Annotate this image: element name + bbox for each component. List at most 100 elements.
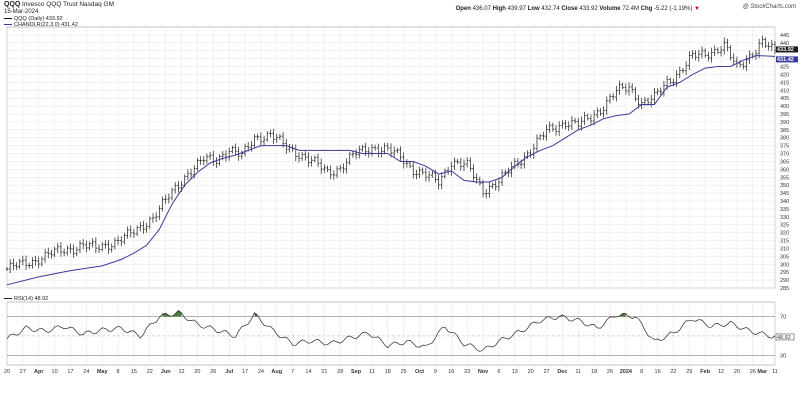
price-y-tick-label: 295	[780, 270, 789, 276]
ohlc-bar	[599, 108, 602, 117]
ohlc-bar	[745, 55, 748, 71]
ohlc-bar	[78, 240, 82, 254]
ohlc-bar	[224, 150, 228, 162]
x-tick-label: Nov	[478, 369, 489, 375]
high-label: High	[492, 6, 506, 12]
price-y-tick-label: 355	[780, 175, 789, 181]
ohlc-bar	[624, 83, 628, 95]
x-tick-label: 26	[607, 369, 613, 375]
ohlc-bar	[132, 228, 136, 239]
ohlc-bar	[208, 152, 212, 160]
ohlc-bar	[649, 94, 653, 108]
volume-value: 72.4M	[622, 6, 639, 12]
ohlc-bar	[497, 177, 501, 192]
ohlc-bar	[135, 225, 139, 237]
ohlc-bar	[272, 128, 275, 144]
ohlc-bar	[764, 37, 767, 49]
ohlc-bar	[275, 133, 279, 143]
x-tick-label: 9	[434, 369, 437, 375]
rsi-overbought-fill	[162, 310, 182, 317]
ohlc-bar	[62, 248, 66, 257]
x-tick-label: 2024	[620, 369, 633, 375]
x-tick-label: Sep	[351, 369, 362, 375]
x-tick-label: 22	[147, 369, 153, 375]
volume-label: Volume	[599, 6, 621, 12]
ohlc-bar	[354, 149, 358, 160]
ohlc-bar	[408, 160, 412, 169]
x-tick-label: 25	[401, 369, 407, 375]
ohlc-bar	[684, 61, 688, 76]
ohlc-bar	[697, 49, 701, 62]
ohlc-bar	[427, 170, 431, 182]
ohlc-bar	[5, 267, 9, 271]
ohlc-bar	[443, 168, 447, 179]
ohlc-bar	[383, 142, 386, 155]
last-price-label: 433.92	[777, 47, 794, 53]
ohlc-bar	[100, 242, 104, 252]
ohlc-bar	[319, 158, 323, 174]
ohlc-bar	[522, 152, 526, 169]
ohlc-bar	[202, 155, 206, 166]
ohlc-bar	[304, 151, 307, 161]
price-y-tick-label: 410	[780, 88, 789, 94]
close-label: Close	[561, 6, 578, 12]
ohlc-bar	[177, 180, 180, 193]
ohlc-bar	[449, 161, 453, 176]
ohlc-bar	[545, 124, 548, 141]
ohlc-bar	[694, 50, 697, 61]
last-chandelier-label: 431.42	[777, 57, 794, 63]
ohlc-bar	[551, 122, 555, 132]
price-legend-text: QQQ (Daily) 433.92	[14, 16, 63, 22]
ohlc-bar	[18, 258, 21, 270]
ohlc-bar	[386, 142, 390, 152]
x-tick-label: 16	[448, 369, 454, 375]
ohlc-bar	[618, 80, 621, 95]
ohlc-bar	[748, 50, 751, 65]
ohlc-bar	[561, 120, 564, 129]
ohlc-bar	[767, 41, 770, 51]
ohlc-bar	[627, 82, 631, 96]
ohlc-bar	[161, 196, 164, 212]
ohlc-bar	[142, 220, 145, 234]
ohlc-bar	[126, 226, 129, 239]
x-tick-label: Dec	[557, 369, 567, 375]
ohlc-bar	[634, 87, 637, 102]
ohlc-bar	[234, 143, 237, 156]
ohlc-bar	[735, 56, 739, 68]
ohlc-bar	[8, 259, 12, 274]
ohlc-bar	[284, 138, 288, 154]
price-y-tick-label: 395	[780, 112, 789, 118]
ohlc-bar	[726, 38, 729, 52]
x-tick-label: 13	[512, 369, 518, 375]
ohlc-bar	[148, 216, 152, 229]
open-value: 436.07	[472, 6, 491, 12]
symbol: QQQ	[4, 1, 21, 8]
ohlc-bar	[570, 116, 574, 131]
ohlc-bar	[31, 257, 34, 269]
ohlc-bar	[316, 153, 320, 168]
price-y-tick-label: 400	[780, 104, 789, 110]
ohlc-bar	[608, 93, 612, 104]
ohlc-bar	[227, 147, 231, 161]
x-tick-label: 27	[20, 369, 26, 375]
ohlc-bar	[732, 53, 736, 66]
ohlc-bar	[326, 165, 329, 173]
ohlc-bar	[72, 244, 75, 258]
ohlc-bar	[138, 221, 142, 232]
ohlc-bar	[399, 146, 402, 161]
ohlc-bar	[719, 46, 723, 57]
rsi-legend-text: RSI(14) 48.92	[14, 296, 49, 302]
chg-label: Chg	[640, 6, 653, 12]
ohlc-bar	[462, 159, 466, 172]
ohlc-bar	[43, 248, 47, 263]
ohlc-bar	[69, 243, 72, 254]
ohlc-bar	[437, 174, 440, 190]
x-tick-label: 11	[575, 369, 581, 375]
x-tick-label: 27	[543, 369, 549, 375]
low-value: 432.74	[541, 6, 560, 12]
x-tick-label: 11	[772, 369, 778, 375]
ohlc-bar	[50, 249, 53, 259]
ohlc-bar	[576, 117, 580, 130]
ohlc-bar	[129, 225, 133, 238]
